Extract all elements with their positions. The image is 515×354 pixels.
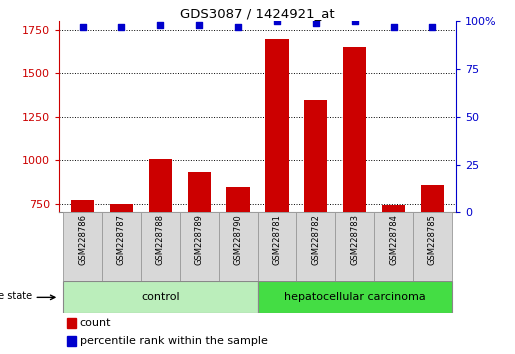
Bar (265, 40, 288, 334)
Point (273, 18, 281, 24)
Point (428, 24, 437, 30)
Bar (110, 204, 133, 334)
Text: GSM228788: GSM228788 (156, 215, 165, 266)
Text: control: control (141, 292, 180, 302)
Bar (63, 212, 102, 281)
Bar (335, 212, 374, 281)
Point (351, 18, 359, 24)
Bar (67, 318, 76, 328)
Point (234, 24, 242, 30)
Bar (296, 212, 335, 281)
Bar (141, 212, 180, 281)
Bar (227, 187, 250, 334)
Bar (374, 212, 413, 281)
Text: count: count (80, 318, 111, 328)
Point (389, 24, 398, 30)
Text: hepatocellular carcinoma: hepatocellular carcinoma (284, 292, 425, 302)
Title: GDS3087 / 1424921_at: GDS3087 / 1424921_at (180, 7, 335, 20)
Bar (149, 159, 172, 334)
Text: GSM228789: GSM228789 (195, 215, 204, 266)
Bar (71, 200, 94, 334)
Bar (219, 212, 258, 281)
Bar (304, 100, 328, 334)
Bar (382, 205, 405, 334)
Point (312, 20, 320, 26)
Point (156, 22, 164, 28)
Bar (63, 281, 258, 313)
Text: GSM228785: GSM228785 (428, 215, 437, 266)
Bar (180, 212, 219, 281)
Bar (413, 212, 452, 281)
Text: GSM228787: GSM228787 (117, 215, 126, 266)
Bar (258, 281, 452, 313)
Text: GSM228786: GSM228786 (78, 215, 87, 266)
Text: GSM228782: GSM228782 (311, 215, 320, 266)
Text: percentile rank within the sample: percentile rank within the sample (80, 336, 268, 346)
Point (78, 24, 87, 30)
Bar (187, 172, 211, 334)
Text: GSM228781: GSM228781 (272, 215, 281, 266)
Text: disease state: disease state (0, 291, 32, 301)
Bar (343, 47, 366, 334)
Bar (258, 212, 296, 281)
Bar (421, 185, 444, 334)
Point (195, 22, 203, 28)
Text: GSM228784: GSM228784 (389, 215, 398, 266)
Text: GSM228783: GSM228783 (350, 215, 359, 266)
Point (117, 24, 126, 30)
Text: GSM228790: GSM228790 (234, 215, 243, 265)
Bar (102, 212, 141, 281)
Bar (67, 336, 76, 346)
